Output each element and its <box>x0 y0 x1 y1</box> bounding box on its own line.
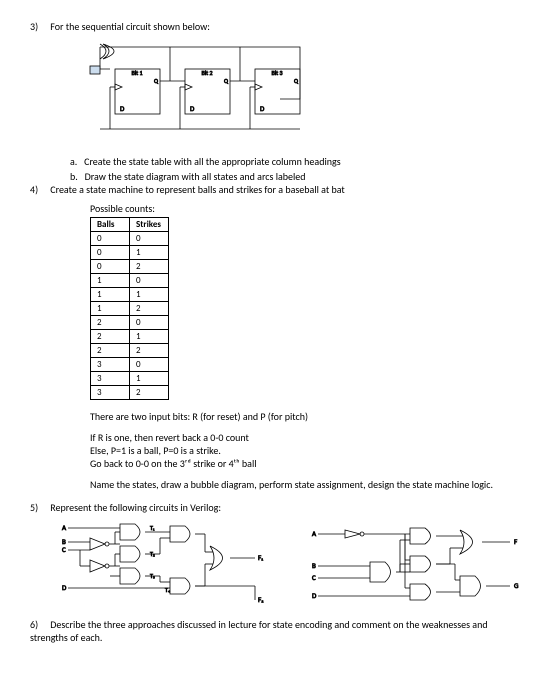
table-row: 11 <box>91 288 169 302</box>
q6-number: 6) <box>30 618 48 631</box>
svg-text:A: A <box>62 523 67 532</box>
table-row: 22 <box>91 344 169 358</box>
q3b-text: Draw the state diagram with all states a… <box>85 170 306 183</box>
table-row: 30 <box>91 358 169 372</box>
table-cell: 0 <box>130 274 169 288</box>
table-cell: 1 <box>130 246 169 260</box>
table-cell: 0 <box>91 232 130 246</box>
svg-text:F₁: F₁ <box>258 553 263 562</box>
question-3: 3) For the sequential circuit shown belo… <box>30 20 510 33</box>
q5-circuit-left: A B C D T₁ T₂ T₃ T₄ <box>60 520 290 610</box>
table-cell: 1 <box>91 274 130 288</box>
table-row: 20 <box>91 316 169 330</box>
svg-text:A: A <box>312 529 317 538</box>
table-cell: 0 <box>130 358 169 372</box>
table-cell: 0 <box>91 246 130 260</box>
svg-text:T₁: T₁ <box>150 524 155 532</box>
svg-text:Bit 3: Bit 3 <box>271 69 282 77</box>
table-cell: 2 <box>91 344 130 358</box>
q4-para1: There are two input bits: R (for reset) … <box>90 410 510 423</box>
table-cell: 2 <box>130 386 169 400</box>
col-strikes: Strikes <box>130 218 169 232</box>
svg-text:F: F <box>514 537 518 546</box>
table-row: 02 <box>91 260 169 274</box>
table-cell: 2 <box>130 302 169 316</box>
table-cell: 1 <box>130 330 169 344</box>
table-cell: 0 <box>130 316 169 330</box>
table-cell: 3 <box>91 358 130 372</box>
table-cell: 1 <box>91 288 130 302</box>
q3b-label: b. <box>70 170 78 183</box>
table-row: 12 <box>91 302 169 316</box>
question-5: 5) Represent the following circuits in V… <box>30 501 510 514</box>
q3-circuit-diagram: Bit 1 Bit 2 Bit 3 D D D Q Q Q <box>70 39 330 149</box>
table-row: 01 <box>91 246 169 260</box>
table-cell: 0 <box>130 232 169 246</box>
q4-text: Create a state machine to represent ball… <box>50 183 345 196</box>
svg-text:G: G <box>514 581 519 590</box>
svg-text:B: B <box>312 561 316 570</box>
svg-text:Bit 1: Bit 1 <box>131 69 142 77</box>
table-cell: 2 <box>91 316 130 330</box>
table-cell: 1 <box>130 372 169 386</box>
svg-text:T₄: T₄ <box>165 586 170 594</box>
col-balls: Balls <box>91 218 130 232</box>
table-cell: 3 <box>91 386 130 400</box>
table-cell: 2 <box>130 260 169 274</box>
q3a-text: Create the state table with all the appr… <box>84 155 341 168</box>
table-row: 31 <box>91 372 169 386</box>
svg-text:D: D <box>120 104 125 113</box>
q5-circuit-right: A B C D F <box>310 520 540 610</box>
table-row: 10 <box>91 274 169 288</box>
svg-text:Bit 2: Bit 2 <box>201 69 212 77</box>
svg-text:D: D <box>312 591 317 600</box>
table-row: 32 <box>91 386 169 400</box>
table-cell: 3 <box>91 372 130 386</box>
table-cell: 2 <box>91 330 130 344</box>
q5-text: Represent the following circuits in Veri… <box>50 501 221 514</box>
q6-text: Describe the three approaches discussed … <box>30 618 488 644</box>
q5-number: 5) <box>30 501 48 514</box>
svg-text:Q: Q <box>154 77 159 85</box>
svg-text:D: D <box>62 583 67 592</box>
svg-text:D: D <box>260 104 265 113</box>
svg-text:Q: Q <box>294 77 299 85</box>
svg-text:Q: Q <box>224 77 229 85</box>
table-cell: 1 <box>130 288 169 302</box>
table-row: 00 <box>91 232 169 246</box>
q4-para3: Name the states, draw a bubble diagram, … <box>90 478 510 491</box>
table-cell: 1 <box>91 302 130 316</box>
q4-number: 4) <box>30 183 48 196</box>
question-4: 4) Create a state machine to represent b… <box>30 183 510 196</box>
q3a-label: a. <box>70 155 77 168</box>
q5-circuits: A B C D T₁ T₂ T₃ T₄ <box>60 520 510 610</box>
q3-text: For the sequential circuit shown below: <box>50 20 210 33</box>
q3-part-b: b. Draw the state diagram with all state… <box>70 170 510 183</box>
counts-table: Balls Strikes 000102101112202122303132 <box>90 217 169 400</box>
q4-table-title: Possible counts: <box>90 202 510 215</box>
table-cell: 0 <box>91 260 130 274</box>
table-cell: 2 <box>130 344 169 358</box>
table-row: 21 <box>91 330 169 344</box>
q3-number: 3) <box>30 20 48 33</box>
svg-text:D: D <box>190 104 195 113</box>
svg-text:F₂: F₂ <box>258 595 264 604</box>
svg-text:C: C <box>62 545 66 554</box>
q4-para2: If R is one, then revert back a 0-0 coun… <box>90 431 510 470</box>
q3-part-a: a. Create the state table with all the a… <box>70 155 510 168</box>
svg-text:C: C <box>312 573 316 582</box>
question-6: 6) Describe the three approaches discuss… <box>30 618 510 644</box>
